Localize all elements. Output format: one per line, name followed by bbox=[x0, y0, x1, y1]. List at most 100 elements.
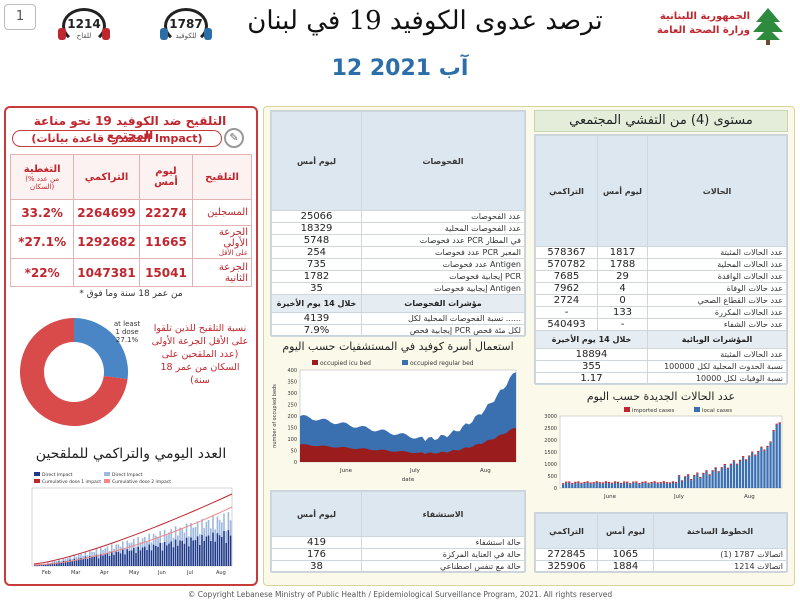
col-test-indicators: مؤشرات الفحوصات bbox=[361, 294, 525, 313]
daily-cases-bar bbox=[696, 473, 699, 488]
imported-cases-bar bbox=[705, 470, 708, 472]
imported-cases-bar bbox=[754, 454, 757, 456]
imported-cases-bar bbox=[674, 481, 678, 484]
table-row: 355 نسبة الحدوث المحلية لكل 100000 bbox=[535, 360, 787, 373]
daily-cases-bar bbox=[674, 483, 678, 488]
daily-cases-bar bbox=[653, 482, 656, 488]
daily-cases-bar bbox=[656, 483, 659, 488]
imported-cases-bar bbox=[619, 482, 623, 485]
imported-cases-bar bbox=[745, 459, 748, 461]
vaccination-source: (المصدر: قاعدة بيانات Impact) bbox=[12, 130, 222, 147]
daily-bar-dose2 bbox=[157, 537, 159, 547]
daily-bar-dose2 bbox=[102, 550, 104, 556]
daily-bar bbox=[84, 556, 87, 566]
daily-bar-dose2 bbox=[172, 537, 175, 548]
daily-bar bbox=[67, 560, 69, 566]
x-tick-label: July bbox=[673, 494, 685, 500]
daily-cases-bar bbox=[641, 482, 644, 488]
daily-cases-bar bbox=[711, 471, 714, 488]
imported-cases-bar bbox=[693, 474, 696, 477]
y-tick-label: 150 bbox=[287, 426, 297, 432]
daily-cases-bar bbox=[565, 482, 568, 488]
daily-bar bbox=[172, 547, 175, 566]
y-tick-label: 500 bbox=[547, 474, 557, 480]
regular-bed-area bbox=[300, 372, 516, 462]
daily-cases-bar bbox=[662, 482, 665, 488]
daily-cases-bar bbox=[754, 455, 757, 488]
daily-bar-dose2 bbox=[89, 551, 91, 557]
y-tick-label: 2500 bbox=[544, 426, 557, 432]
x-tick-label: July bbox=[409, 468, 421, 474]
daily-bar bbox=[185, 537, 188, 566]
daily-bar bbox=[218, 535, 221, 566]
daily-bar-dose2 bbox=[69, 556, 71, 560]
daily-bar-dose2 bbox=[196, 521, 199, 537]
daily-bar-dose2 bbox=[139, 542, 142, 551]
daily-bar bbox=[150, 550, 153, 566]
imported-cases-bar bbox=[647, 482, 650, 484]
imported-cases-bar bbox=[714, 467, 717, 469]
daily-bar-dose2 bbox=[60, 560, 62, 563]
col-14days: خلال 14 يوم الأخيرة bbox=[535, 330, 648, 349]
daily-bar bbox=[119, 553, 122, 566]
imported-cases-bar bbox=[568, 481, 571, 483]
table-row: 7685 29 عدد الحالات الوافدة bbox=[535, 270, 787, 283]
syringe-icon: ✎ bbox=[224, 128, 244, 148]
daily-bar bbox=[221, 536, 223, 566]
imported-cases-bar bbox=[766, 445, 769, 448]
legend-swatch bbox=[624, 407, 630, 412]
daily-bar bbox=[168, 543, 170, 566]
imported-cases-bar bbox=[671, 481, 675, 483]
y-tick-label: 50 bbox=[291, 449, 297, 455]
daily-bar-dose2 bbox=[51, 561, 54, 563]
imported-cases-bar bbox=[629, 483, 632, 485]
legend-label: Direct Impact bbox=[42, 472, 73, 478]
daily-bar-dose2 bbox=[82, 555, 84, 560]
daily-bar bbox=[163, 541, 166, 566]
daily-bar bbox=[133, 547, 135, 566]
daily-bar-dose2 bbox=[155, 535, 157, 546]
daily-bar-dose2 bbox=[185, 523, 188, 538]
y-tick-label: 1500 bbox=[544, 450, 557, 456]
imported-cases-bar bbox=[574, 481, 577, 483]
daily-bar bbox=[102, 555, 104, 566]
daily-cases-bar bbox=[668, 483, 672, 488]
table-row: 18894 عدد الحالات المثبتة bbox=[535, 348, 787, 361]
daily-bar-dose2 bbox=[205, 521, 208, 537]
imported-cases-bar bbox=[598, 482, 601, 484]
daily-bar bbox=[62, 560, 65, 566]
daily-bar-dose2 bbox=[150, 542, 153, 551]
daily-bar bbox=[86, 558, 89, 566]
imported-cases-bar bbox=[729, 463, 733, 465]
daily-bar bbox=[80, 557, 82, 566]
legend-label: Cumulative dose 2 impact bbox=[112, 479, 171, 485]
daily-bar bbox=[89, 556, 91, 566]
imported-cases-bar bbox=[696, 472, 699, 474]
imported-cases-bar bbox=[583, 481, 586, 484]
daily-cases-bar bbox=[748, 456, 751, 488]
daily-bar bbox=[115, 551, 117, 566]
imported-cases-bar bbox=[711, 470, 714, 472]
imported-cases-bar bbox=[748, 455, 751, 457]
table-row: 1.17 نسبة الوفيات لكل 10000 bbox=[535, 372, 787, 385]
daily-bar-dose2 bbox=[181, 527, 183, 541]
daily-bar-dose2 bbox=[192, 527, 194, 541]
imported-cases-bar bbox=[677, 475, 681, 477]
daily-bar-dose2 bbox=[56, 561, 58, 563]
daily-bar bbox=[190, 537, 192, 566]
daily-cases-bar bbox=[610, 483, 614, 488]
daily-bar bbox=[194, 540, 197, 566]
daily-bar-dose2 bbox=[84, 551, 87, 557]
daily-cases-bar bbox=[635, 482, 638, 488]
x-tick-label: June bbox=[339, 468, 353, 474]
cedar-logo-icon bbox=[753, 8, 783, 45]
col-coverage: التغطية (% من عدد السكان) bbox=[9, 154, 75, 200]
table-row: 4139 نسبة الفحوصات المحلية لكل ...... bbox=[271, 312, 525, 325]
daily-cases-bar bbox=[647, 483, 650, 488]
imported-cases-bar bbox=[772, 430, 775, 432]
imported-cases-bar bbox=[571, 482, 574, 485]
daily-bar bbox=[126, 549, 128, 566]
daily-cases-bar bbox=[616, 482, 620, 488]
daily-cases-bar bbox=[586, 482, 589, 488]
